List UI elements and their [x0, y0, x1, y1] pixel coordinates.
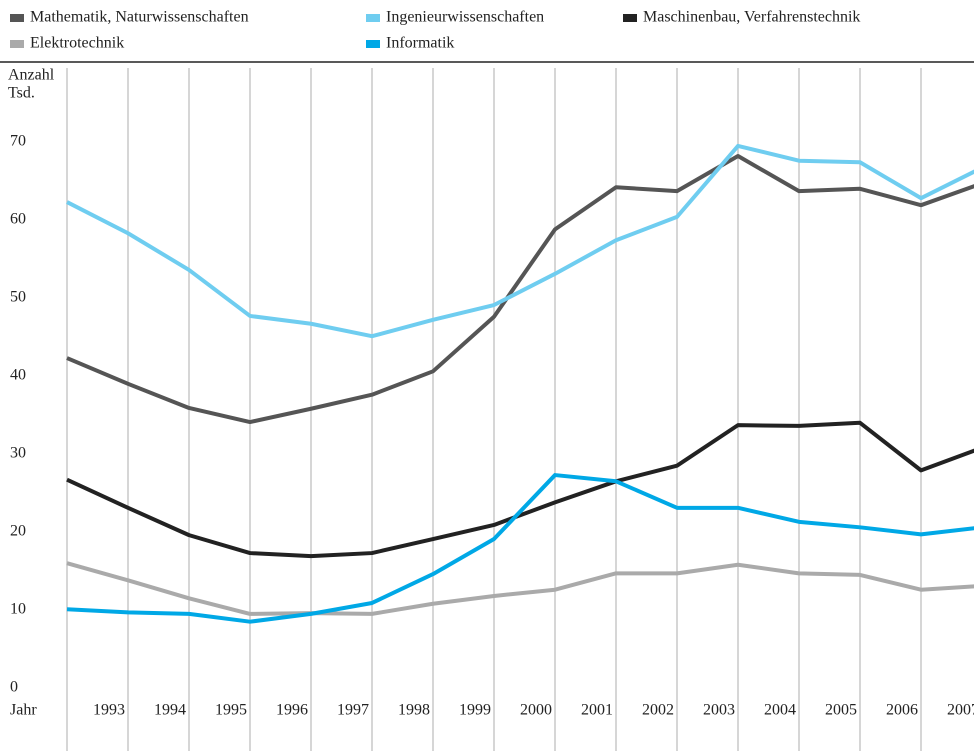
x-tick-label: 2002	[642, 702, 674, 719]
y-axis-label: Tsd.	[8, 85, 35, 102]
y-tick-label: 20	[10, 523, 26, 540]
legend-label: Informatik	[386, 35, 454, 52]
legend-label: Maschinenbau, Verfahrenstechnik	[643, 9, 860, 26]
x-tick-label: 1994	[154, 702, 186, 719]
legend-swatch	[10, 40, 24, 48]
legend-label: Mathematik, Naturwissenschaften	[30, 9, 249, 26]
series-line	[66, 473, 974, 624]
x-tick-label: 1997	[337, 702, 369, 719]
x-tick-label: 2000	[520, 702, 552, 719]
x-tick-label: 2001	[581, 702, 613, 719]
y-tick-label: 10	[10, 601, 26, 618]
x-tick-label: 2007	[947, 702, 974, 719]
x-tick-label: 1995	[215, 702, 247, 719]
x-tick-label: 1996	[276, 702, 308, 719]
series-line	[66, 154, 974, 425]
x-tick-label: 2004	[764, 702, 796, 719]
y-tick-label: 60	[10, 211, 26, 228]
y-tick-label: 50	[10, 289, 26, 306]
y-tick-label: 30	[10, 445, 26, 462]
series-line	[66, 420, 974, 559]
x-tick-label: 2006	[886, 702, 918, 719]
x-tick-label: 1998	[398, 702, 430, 719]
legend-label: Elektrotechnik	[30, 35, 124, 52]
legend-swatch	[623, 14, 637, 22]
y-tick-label: 70	[10, 133, 26, 150]
legend-swatch	[366, 14, 380, 22]
x-tick-label: 2003	[703, 702, 735, 719]
legend-swatch	[10, 14, 24, 22]
series-line	[66, 143, 974, 339]
legend-label: Ingenieurwissenschaften	[386, 9, 544, 26]
x-tick-label: 1999	[459, 702, 491, 719]
y-tick-label: 40	[10, 367, 26, 384]
y-tick-label: 0	[10, 679, 18, 696]
x-tick-label: 1993	[93, 702, 125, 719]
x-axis-label: Jahr	[10, 702, 37, 719]
x-tick-label: 2005	[825, 702, 857, 719]
y-axis-label: Anzahl	[8, 67, 55, 84]
series-line	[66, 561, 974, 616]
legend-swatch	[366, 40, 380, 48]
